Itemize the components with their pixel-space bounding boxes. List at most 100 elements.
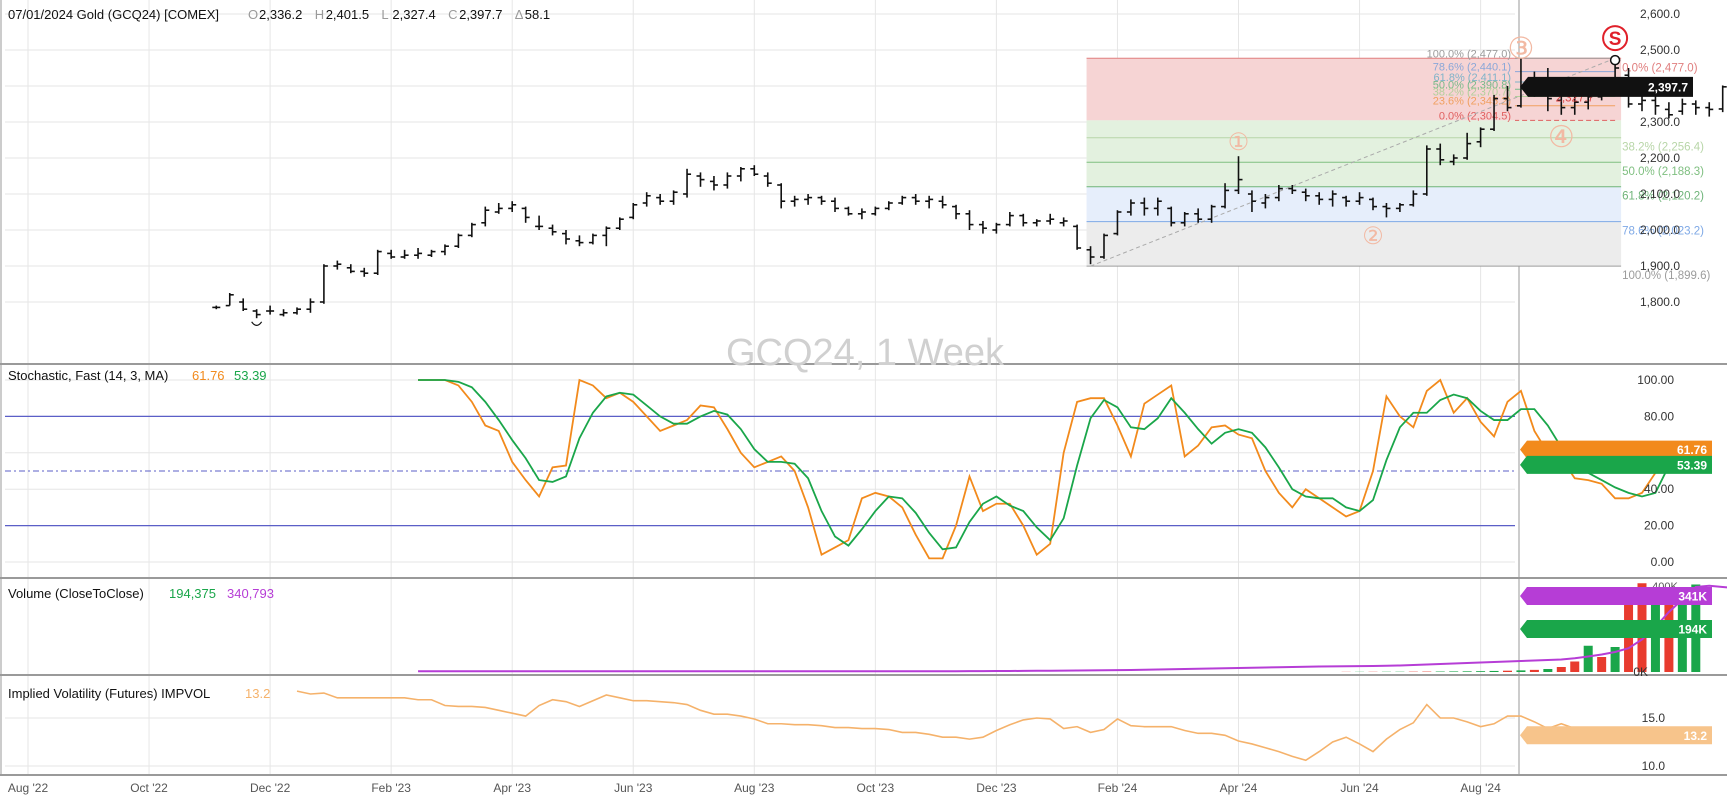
sell-signal-icon — [1602, 25, 1629, 52]
stochastic-k-badge-label: 61.76 — [1677, 443, 1707, 457]
ohlc-bar — [360, 267, 369, 277]
ohlc-bar — [602, 226, 611, 247]
volume-bar — [1449, 671, 1459, 672]
stochastic-d-line — [418, 379, 1670, 551]
ohlc-value: 2,401.5 — [326, 7, 369, 22]
volume-title: Volume (CloseToClose) — [8, 586, 144, 601]
fib-short-level-label: 50.0% (2,390.8) — [1433, 79, 1511, 91]
ohlc-bar — [1490, 95, 1499, 131]
elliott-wave-label: ① — [1228, 129, 1250, 156]
ohlc-bar — [1409, 190, 1418, 207]
ohlc-bar — [1153, 197, 1162, 216]
ohlc-bar — [1570, 96, 1579, 115]
ohlc-bar — [1140, 197, 1149, 216]
ohlc-bar — [319, 264, 328, 304]
iv-y-tick-label: 15.0 — [1642, 711, 1666, 725]
ohlc-bar — [1046, 213, 1055, 225]
ohlc-bar — [494, 203, 503, 214]
ohlc-bar — [709, 176, 718, 191]
stochastic-y-tick-label: 20.00 — [1644, 519, 1674, 533]
ohlc-value: 58.1 — [525, 7, 550, 22]
ohlc-bar — [279, 309, 288, 317]
implied-volatility-title: Implied Volatility (Futures) IMPVOL — [8, 686, 210, 701]
x-tick-label: Oct '23 — [857, 781, 895, 795]
chart-title: 07/01/2024 Gold (GCQ24) [COMEX] — [8, 7, 219, 22]
ohlc-bar — [1126, 199, 1135, 216]
price-y-tick-label: 2,000.0 — [1640, 223, 1680, 237]
ohlc-bar — [346, 264, 355, 274]
last-price-badge — [1520, 76, 1693, 97]
implied-volatility-value: 13.2 — [245, 686, 270, 701]
ohlc-bar — [817, 195, 826, 205]
stochastic-pane[interactable]: Stochastic, Fast (14, 3, MA) 61.76 53.39 — [5, 368, 1670, 563]
ohlc-bar — [1718, 85, 1727, 113]
stochastic-y-tick-label: 0.00 — [1651, 555, 1675, 569]
ohlc-bar — [736, 167, 745, 182]
ohlc-bar — [1180, 212, 1189, 227]
ohlc-bar — [992, 222, 1001, 234]
ohlc-bar — [1221, 183, 1230, 209]
ohlc-bar — [1315, 192, 1324, 205]
x-tick-label: Jun '23 — [614, 781, 653, 795]
volume-bar — [1556, 667, 1566, 672]
ohlc-bar — [1395, 203, 1404, 212]
volume-badge-label: 194K — [1678, 623, 1707, 637]
ohlc-bar — [588, 233, 597, 245]
implied-volatility-badge-label: 13.2 — [1684, 729, 1708, 743]
ohlc-bar — [1167, 206, 1176, 227]
ohlc-bar — [440, 244, 449, 256]
fib-level-label: 38.2% (2,256.4) — [1622, 142, 1704, 154]
ohlc-bar — [857, 208, 866, 220]
swing-low-marker — [251, 321, 263, 326]
ohlc-bar — [1355, 192, 1364, 205]
ohlc-readout: O 2,336.2 H 2,401.5 L 2,327.4 C 2,397.7 Δ 58.1 — [248, 7, 550, 22]
ohlc-bar — [898, 195, 907, 205]
elliott-wave-label: ③ — [1507, 33, 1534, 66]
ohlc-bar — [978, 221, 987, 234]
volume-bar — [1462, 671, 1472, 672]
implied-volatility-pane[interactable]: Implied Volatility (Futures) IMPVOL 13.2 — [5, 686, 1602, 767]
price-y-tick-label: 2,300.0 — [1640, 115, 1680, 129]
watermark: GCQ24, 1 Week — [726, 332, 1005, 374]
x-tick-label: Oct '22 — [130, 781, 168, 795]
stochastic-lines — [5, 378, 1670, 563]
ohlc-bar — [1463, 132, 1472, 160]
ohlc-bar — [1073, 224, 1082, 250]
ohlc-bar — [615, 217, 624, 230]
implied-volatility-line — [296, 690, 1602, 762]
stochastic-d-badge-label: 53.39 — [1677, 458, 1707, 472]
stochastic-d-badge — [1520, 455, 1712, 474]
volume-average-badge-label: 341K — [1678, 590, 1707, 604]
fib-level-label: 50.0% (2,188.3) — [1622, 166, 1704, 178]
fib-short-level-label: 78.6% (2,440.1) — [1433, 62, 1511, 74]
ohlc-bar — [400, 249, 409, 259]
ohlc-bar — [1113, 210, 1122, 236]
ohlc-bar — [293, 307, 301, 315]
price-y-tick-label: 2,600.0 — [1640, 7, 1680, 21]
ohlc-bar — [790, 195, 799, 207]
fib-level-label: 61.8% (2,120.2) — [1622, 191, 1704, 203]
x-tick-label: Feb '23 — [371, 781, 411, 795]
ohlc-bar — [212, 305, 221, 310]
fib-short-level-label: 100.0% (2,477.0) — [1427, 48, 1511, 60]
implied-volatility-badge — [1520, 726, 1712, 745]
ohlc-value: 2,336.2 — [259, 7, 302, 22]
fib-level-label: 0.0% (2,477.0) — [1622, 62, 1698, 74]
iv-y-tick-label: 10.0 — [1642, 759, 1666, 773]
ohlc-bar — [1234, 156, 1243, 194]
ohlc-bar — [871, 206, 880, 216]
x-tick-label: Aug '23 — [734, 781, 775, 795]
ohlc-bar — [1369, 197, 1377, 211]
ohlc-key: H — [315, 7, 324, 22]
ohlc-bar — [1274, 185, 1283, 202]
x-tick-label: Aug '24 — [1460, 781, 1501, 795]
volume-bar — [1489, 670, 1499, 672]
fib-short-level-label: 23.6% (2,345.2) — [1433, 96, 1511, 108]
fib-level-label: 78.6% (2,023.2) — [1622, 226, 1704, 238]
elliott-wave-label: ④ — [1548, 121, 1575, 154]
ohlc-bar — [938, 195, 947, 209]
ohlc-key: C — [448, 7, 457, 22]
elliott-wave-label: ② — [1362, 223, 1384, 250]
price-y-tick-label: 1,800.0 — [1640, 295, 1680, 309]
